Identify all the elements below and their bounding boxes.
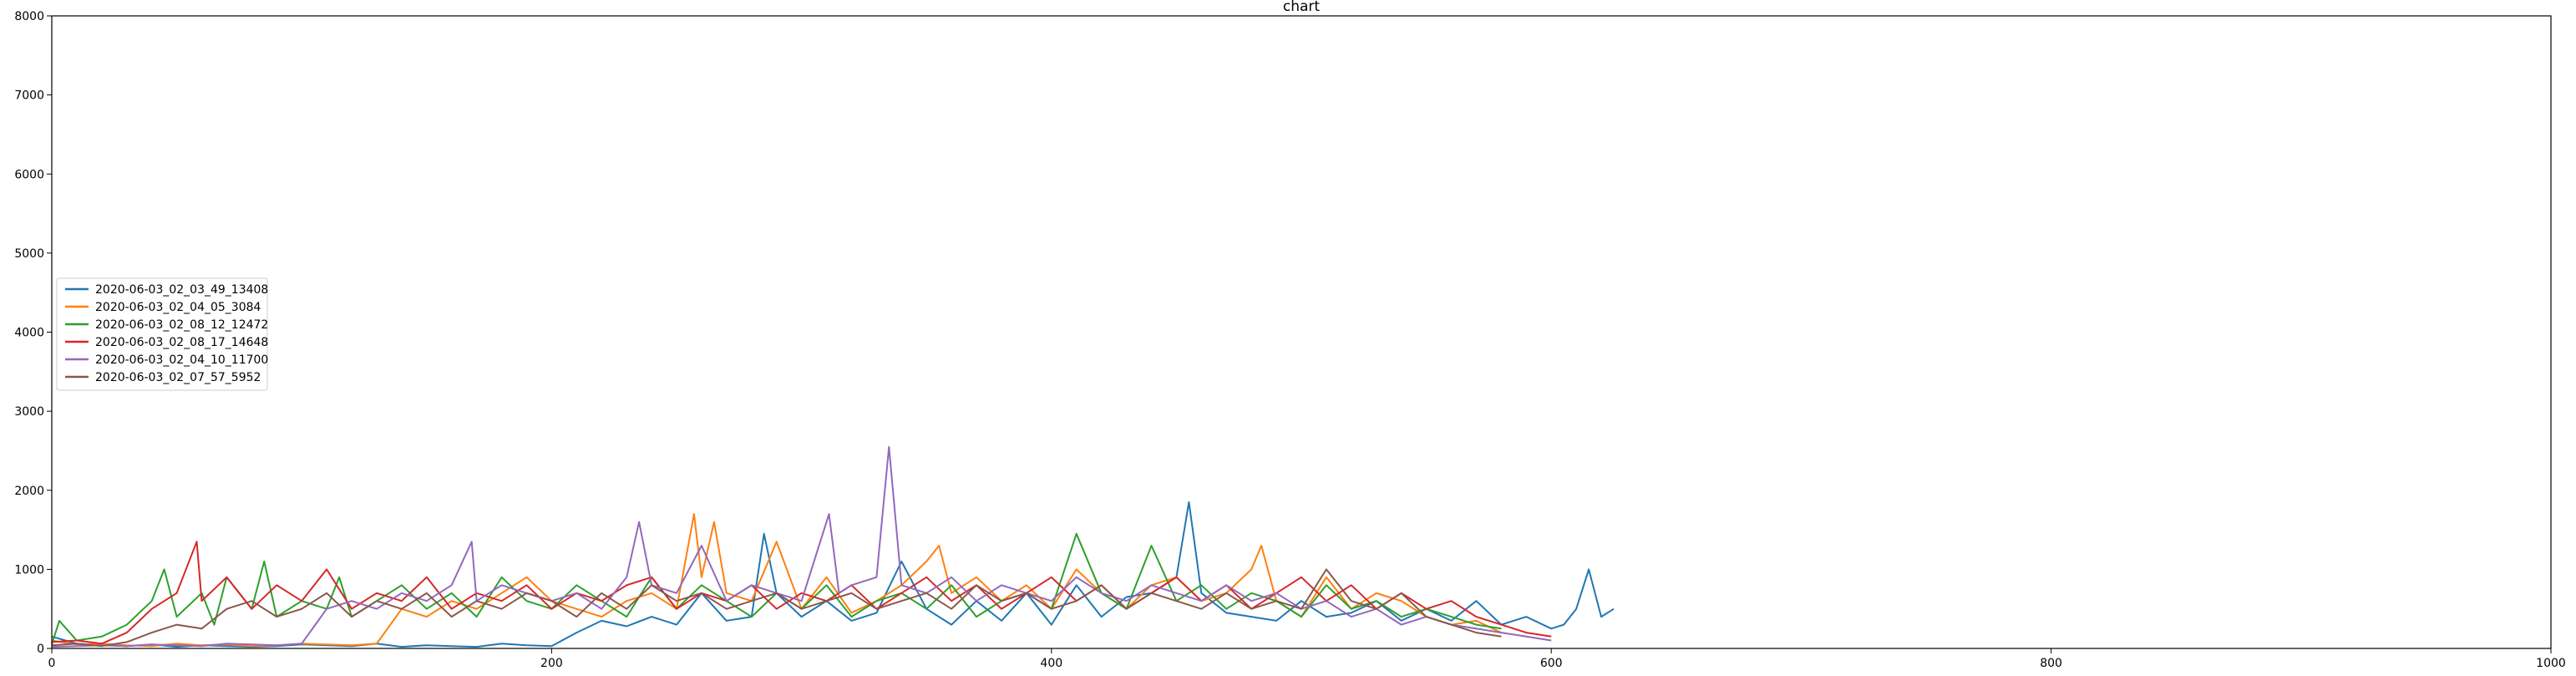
x-tick-label-400: 400: [1040, 657, 1062, 670]
legend-label-3: 2020-06-03_02_08_12_12472: [95, 318, 268, 332]
y-tick-label-6000: 6000: [14, 168, 44, 181]
legend: 2020-06-03_02_03_49_13408 2020-06-03_02_0…: [56, 277, 268, 391]
x-tick-label-200: 200: [540, 657, 563, 670]
y-tick-label-7000: 7000: [14, 89, 44, 103]
y-axis: 0 1000 2000 3000 4000 5000 6000 7000 8000: [14, 10, 52, 656]
series-layer: [51, 445, 1615, 648]
x-tick-label-800: 800: [2040, 657, 2062, 670]
x-tick-label-1000: 1000: [2536, 657, 2566, 670]
series-line-2: [51, 513, 1502, 648]
y-tick-label-1000: 1000: [14, 563, 44, 577]
series-line-5: [51, 445, 1552, 648]
x-tick-label-600: 600: [1540, 657, 1563, 670]
legend-box: [56, 277, 268, 391]
y-tick-label-0: 0: [37, 643, 44, 656]
series-line-6: [51, 568, 1502, 648]
y-tick-label-3000: 3000: [14, 405, 44, 419]
legend-label-4: 2020-06-03_02_08_17_14648: [95, 336, 268, 349]
y-tick-label-5000: 5000: [14, 247, 44, 261]
y-tick-label-2000: 2000: [14, 485, 44, 498]
y-tick-label-8000: 8000: [14, 10, 44, 23]
chart-title: chart: [1283, 0, 1321, 15]
legend-label-5: 2020-06-03_02_04_10_11700: [95, 353, 268, 367]
legend-label-6: 2020-06-03_02_07_57_5952: [95, 371, 261, 384]
y-tick-label-4000: 4000: [14, 327, 44, 340]
legend-label-1: 2020-06-03_02_03_49_13408: [95, 283, 268, 297]
x-tick-label-0: 0: [48, 657, 56, 670]
legend-label-2: 2020-06-03_02_04_05_3084: [95, 301, 261, 314]
x-axis: 0 200 400 600 800 1000: [48, 648, 2566, 670]
